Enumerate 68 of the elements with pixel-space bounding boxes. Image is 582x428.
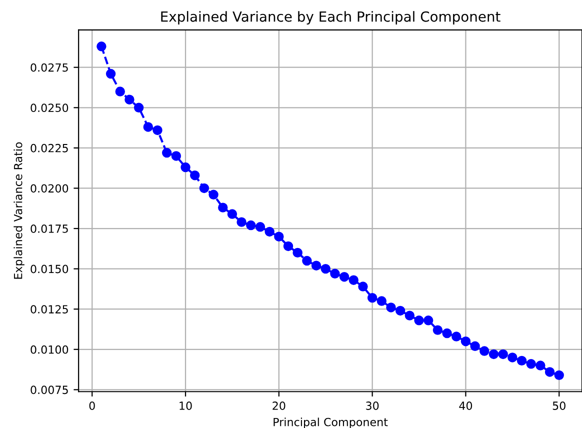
y-tick-label: 0.0225	[30, 144, 68, 152]
chart-title: Explained Variance by Each Principal Component	[161, 11, 500, 25]
point	[162, 148, 172, 158]
point	[348, 275, 358, 285]
point	[152, 125, 162, 136]
point	[432, 325, 443, 335]
y-tick-label: 0.0150	[30, 264, 68, 274]
point	[498, 349, 508, 360]
point	[544, 367, 555, 377]
point	[470, 341, 480, 352]
point	[246, 220, 256, 230]
y-axis-title: Explained Variance Ratio	[14, 142, 24, 279]
y-tick-label: 0.0125	[30, 305, 68, 314]
x-tick-label: 20	[272, 402, 286, 410]
point	[302, 256, 312, 266]
x-tick-label: 50	[552, 402, 566, 410]
x-tick-label: 0	[89, 402, 95, 410]
point	[480, 346, 490, 356]
point	[516, 356, 527, 366]
point	[508, 352, 518, 362]
point	[190, 170, 200, 180]
point	[414, 316, 424, 326]
point	[218, 202, 228, 212]
y-tick-label: 0.0100	[30, 345, 68, 354]
point	[367, 292, 378, 303]
point	[404, 310, 415, 320]
x-tick-label: 10	[180, 402, 192, 410]
point	[274, 232, 284, 242]
y-tick-label: 0.0175	[30, 224, 68, 233]
point	[264, 226, 274, 237]
point	[320, 264, 330, 274]
point	[554, 370, 564, 380]
y-tick-label: 0.0075	[30, 386, 68, 394]
point	[106, 68, 116, 79]
point	[143, 122, 154, 132]
point	[208, 190, 218, 200]
point	[386, 302, 396, 312]
x-tick-label: 30	[366, 402, 379, 410]
y-tick-label: 0.0250	[30, 104, 68, 112]
point	[358, 282, 368, 292]
point	[395, 306, 406, 316]
point	[115, 86, 125, 96]
point	[460, 336, 471, 346]
point	[134, 102, 144, 113]
point	[292, 248, 302, 258]
y-tick-label: 0.0275	[30, 63, 68, 72]
y-tick-label: 0.0200	[30, 184, 68, 193]
x-tick-label: 40	[459, 402, 472, 410]
point	[526, 359, 536, 369]
point	[124, 94, 134, 104]
point	[236, 217, 246, 227]
x-axis-title: Principal Component	[274, 418, 388, 428]
point	[452, 332, 462, 342]
point	[180, 162, 190, 172]
point	[199, 183, 210, 194]
point	[227, 209, 238, 219]
point	[376, 296, 387, 306]
point	[339, 272, 350, 282]
point	[283, 241, 294, 252]
point	[423, 316, 434, 326]
point	[442, 328, 452, 338]
point	[536, 360, 546, 370]
point	[171, 151, 182, 161]
point	[311, 260, 322, 270]
point	[488, 349, 499, 360]
point	[96, 42, 106, 52]
point	[330, 268, 340, 279]
point	[255, 222, 266, 232]
